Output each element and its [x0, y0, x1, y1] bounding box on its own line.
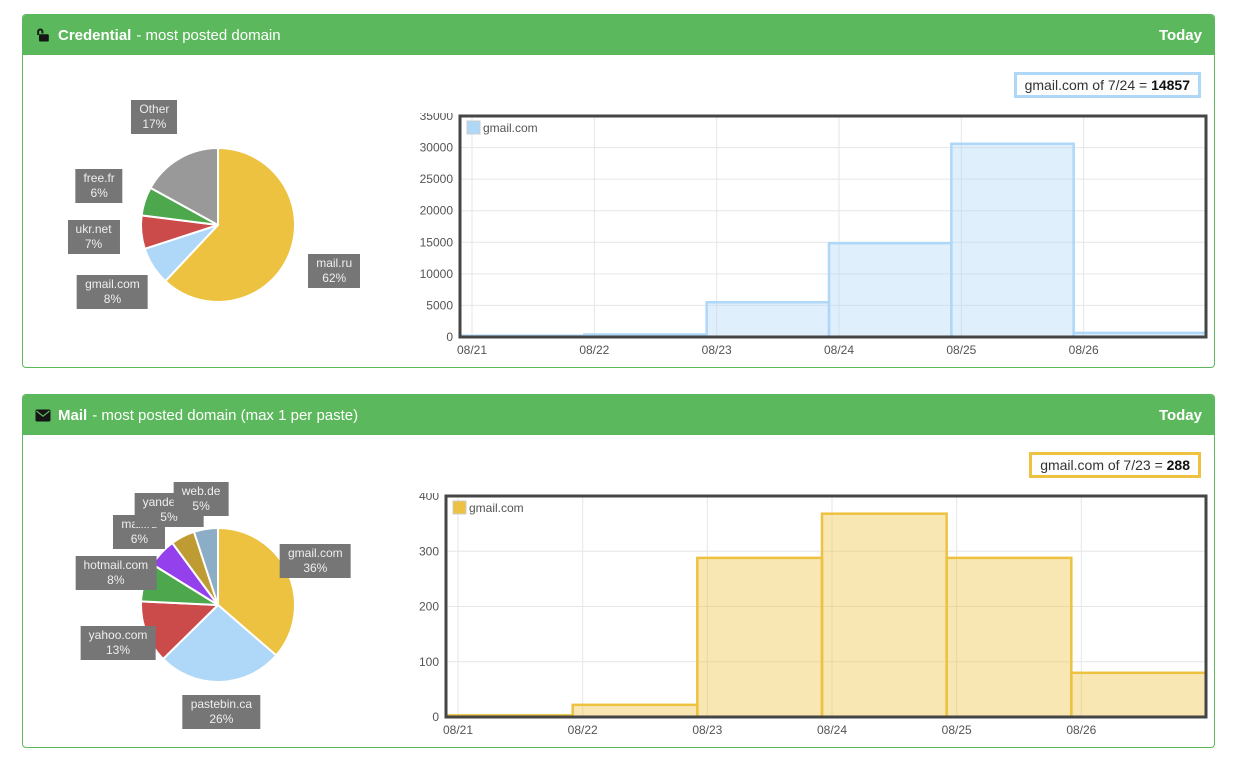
y-tick-label: 200 [419, 600, 439, 614]
panel-title: Mail [58, 406, 88, 424]
panel-mail: Mail - most posted domain (max 1 per pas… [22, 394, 1215, 748]
bar-08/22[interactable] [571, 703, 699, 719]
legend-label: gmail.com [483, 121, 538, 135]
bar-svg: 0 100 200 300 400 08/21 08/22 08/23 08/24 08/25 08… [419, 489, 1208, 737]
pie-label-gmail.com: gmail.com 8% [77, 274, 148, 309]
pie-label-mail.ru: mail.ru 62% [308, 254, 361, 288]
bar-08/24[interactable] [820, 512, 948, 719]
today-button[interactable]: Today [1158, 406, 1202, 424]
pie-slice-Other[interactable] [149, 147, 219, 226]
panel-subtitle: - most posted domain [136, 26, 281, 44]
y-tick-label: 300 [419, 544, 439, 558]
legend-swatch [466, 120, 481, 135]
pie-svg [140, 527, 296, 683]
y-tick-label: 400 [419, 493, 439, 503]
chart-tooltip: gmail.com of 7/23 = 288 [1029, 452, 1201, 478]
panel-credential-header: Credential - most posted domain Today [23, 15, 1214, 55]
x-tick-label: 08/25 [942, 723, 972, 737]
y-tick-label: 0 [432, 710, 439, 724]
x-tick-label: 08/26 [1066, 723, 1096, 737]
legend-label: gmail.com [469, 501, 524, 515]
mail-bar-chart[interactable]: 0 100 200 300 400 08/21 08/22 08/23 08/24 08/25 08… [416, 489, 1208, 743]
chart-tooltip: gmail.com of 7/24 = 14857 [1013, 72, 1201, 98]
chart-tooltip-value: 288 [1166, 457, 1190, 473]
panel-mail-header: Mail - most posted domain (max 1 per pas… [23, 395, 1214, 435]
y-tick-label: 100 [419, 655, 439, 669]
pie-label-free.fr: free.fr 6% [75, 169, 123, 204]
y-tick-label: 30000 [420, 141, 454, 155]
y-tick-label: 0 [446, 330, 453, 344]
credential-pie-chart[interactable]: mail.ru 62% gmail.com 8% ukr.net 7% free.fr 6% O… [23, 75, 423, 365]
pie-svg [140, 147, 296, 303]
mail-pie-chart[interactable]: gmail.com 36% pastebin.ca 26% yahoo.com 13% ho… [23, 455, 423, 745]
x-tick-label: 08/25 [946, 343, 976, 357]
pie-slice-mail.ru[interactable] [164, 147, 296, 303]
mail-icon [35, 409, 51, 422]
panel-title: Credential [58, 26, 132, 44]
y-tick-label: 20000 [420, 204, 454, 218]
chart-tooltip-label: gmail.com of 7/23 = [1040, 457, 1163, 473]
y-tick-label: 25000 [420, 172, 454, 186]
bar-08/23[interactable] [705, 301, 831, 339]
panel-credential: Credential - most posted domain Today gm… [22, 14, 1215, 368]
x-tick-label: 08/22 [568, 723, 598, 737]
x-tick-label: 08/21 [443, 723, 473, 737]
bar-08/25[interactable] [950, 142, 1075, 339]
dashboard-page: Credential - most posted domain Today gm… [22, 14, 1215, 748]
panel-mail-body: gmail.com of 7/23 = 288 gmail.com 36% past… [23, 435, 1214, 747]
pie-slice-pastebin.ca[interactable] [162, 604, 278, 683]
x-tick-label: 08/23 [692, 723, 722, 737]
bar-08/25[interactable] [945, 556, 1073, 719]
pie-label-pastebin.ca: pastebin.ca 26% [182, 694, 261, 729]
legend-swatch [452, 500, 467, 515]
bar-08/24[interactable] [827, 241, 953, 339]
y-tick-label: 5000 [426, 298, 453, 312]
x-tick-label: 08/24 [817, 723, 847, 737]
pie-label-ukr.net: ukr.net 7% [67, 219, 120, 254]
y-tick-label: 35000 [420, 113, 454, 123]
x-tick-label: 08/22 [579, 343, 609, 357]
bar-08/23[interactable] [696, 556, 824, 719]
bar-svg: 0 5000 10000 15000 20000 25000 30000 35000 08/21… [420, 109, 1208, 357]
credential-bar-chart[interactable]: 0 5000 10000 15000 20000 25000 30000 35000 08/21… [416, 109, 1208, 363]
y-tick-label: 15000 [420, 235, 454, 249]
unlock-icon [35, 27, 51, 43]
chart-tooltip-value: 14857 [1151, 77, 1190, 93]
x-tick-label: 08/21 [457, 343, 487, 357]
x-tick-label: 08/24 [824, 343, 854, 357]
panel-subtitle: - most posted domain (max 1 per paste) [92, 406, 359, 424]
pie-slice-web.de[interactable] [192, 527, 219, 606]
panel-credential-body: gmail.com of 7/24 = 14857 mail.ru 62% gmai… [23, 55, 1214, 367]
pie-label-gmail.com: gmail.com 36% [279, 543, 351, 578]
chart-tooltip-label: gmail.com of 7/24 = [1024, 77, 1148, 93]
pie-label-hotmail.com: hotmail.com 8% [75, 556, 157, 591]
x-tick-label: 08/26 [1069, 343, 1099, 357]
bar-08/26[interactable] [1070, 671, 1208, 719]
y-tick-label: 10000 [420, 267, 454, 281]
pie-label-yahoo.com: yahoo.com 13% [80, 626, 156, 661]
today-button[interactable]: Today [1158, 26, 1202, 44]
x-tick-label: 08/23 [702, 343, 732, 357]
pie-label-Other: Other 17% [131, 100, 178, 135]
pie-label-web.de: web.de 5% [173, 482, 229, 517]
